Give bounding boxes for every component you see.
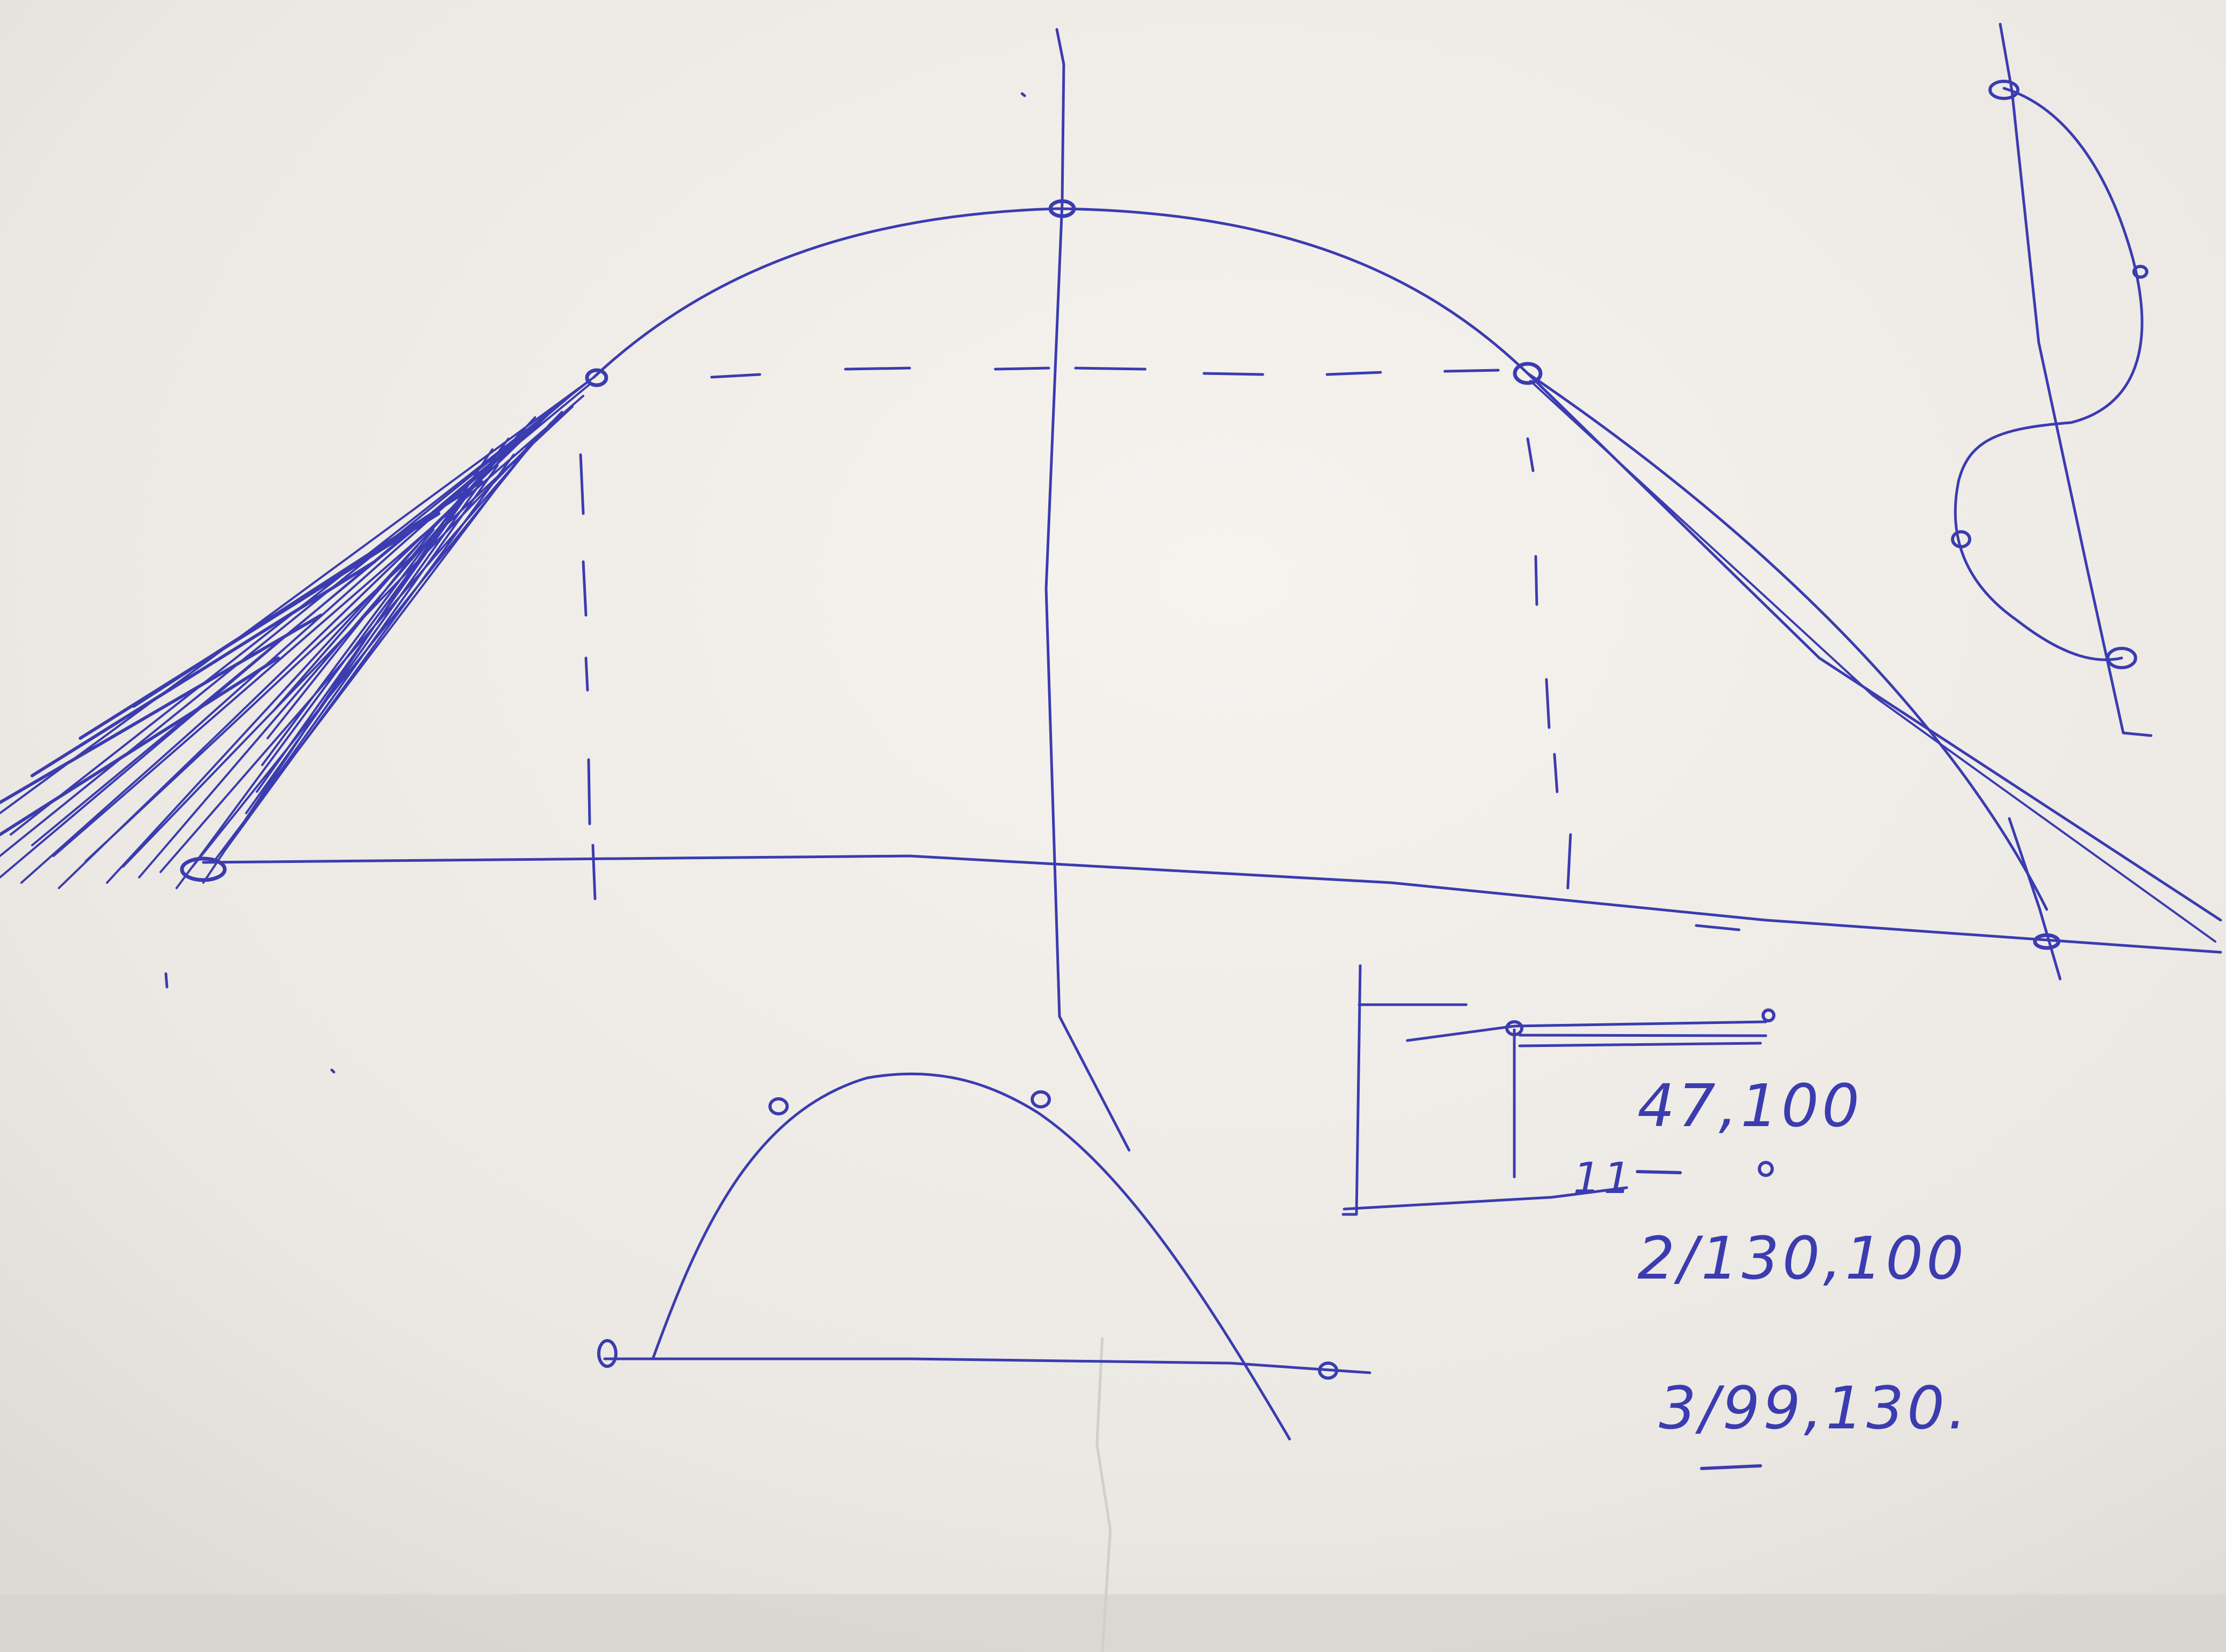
dashed-vertical-guide-right bbox=[1526, 437, 1572, 890]
dashed-vertical-guide-left bbox=[579, 453, 597, 900]
dashed-horizontal-guide bbox=[710, 366, 1500, 379]
right-drop-line bbox=[2008, 817, 2062, 981]
vertical-axis-main bbox=[1045, 28, 1131, 1152]
small-point-right-top bbox=[1031, 1090, 1051, 1108]
paper-crease bbox=[1095, 1337, 1112, 1652]
note-line-3: 3/99,130. bbox=[1659, 1374, 1970, 1442]
small-baseline bbox=[603, 1357, 1371, 1374]
tangent-line-right-2 bbox=[1529, 380, 2216, 943]
box-guide-lines bbox=[1406, 1020, 1767, 1179]
small-tick-right bbox=[1020, 92, 1741, 931]
hatched-edge-left bbox=[0, 480, 483, 836]
box-axis-vertical bbox=[1341, 964, 1628, 1216]
note-line-1-mark: 11 bbox=[1573, 1153, 1634, 1203]
right-point bbox=[1513, 362, 1543, 385]
small-point-left-base bbox=[597, 1339, 618, 1368]
small-point-left-top bbox=[768, 1097, 789, 1115]
small-tick-left bbox=[164, 972, 336, 1074]
note-underline bbox=[1636, 1170, 1762, 1470]
root-point-left bbox=[180, 856, 227, 882]
small-parabola bbox=[651, 1072, 1291, 1441]
s-curve-points bbox=[1951, 80, 2148, 669]
note-line-2: 2/130,100 bbox=[1637, 1224, 1967, 1292]
s-curve-point-lower bbox=[1951, 530, 1971, 548]
vertex-point bbox=[1048, 199, 1076, 218]
box-point-lower bbox=[1758, 1161, 1774, 1177]
s-curve-point-top bbox=[1988, 80, 2019, 100]
s-curve bbox=[1954, 87, 2144, 661]
box-points bbox=[1505, 1008, 1775, 1177]
main-points bbox=[180, 199, 2061, 950]
s-curve-point-bottom bbox=[2106, 647, 2137, 669]
left-point bbox=[585, 368, 608, 387]
box-point-right bbox=[1762, 1008, 1775, 1022]
box-point-left bbox=[1505, 1020, 1523, 1036]
note-line-1: 47,100 bbox=[1637, 1072, 1863, 1140]
s-curve-point-upper bbox=[2132, 265, 2148, 279]
small-point-right-base bbox=[1318, 1362, 1338, 1380]
s-curve-axis bbox=[1999, 22, 2153, 737]
baseline-main bbox=[202, 854, 2222, 954]
root-point-right bbox=[2033, 933, 2061, 950]
handwritten-notes: 47,100 11 2/130,100 3/99,130. bbox=[1573, 1072, 1970, 1442]
paper-edge-shadow bbox=[0, 1594, 2226, 1652]
small-parabola-points bbox=[597, 1090, 1338, 1380]
parabola-main bbox=[592, 207, 2048, 911]
